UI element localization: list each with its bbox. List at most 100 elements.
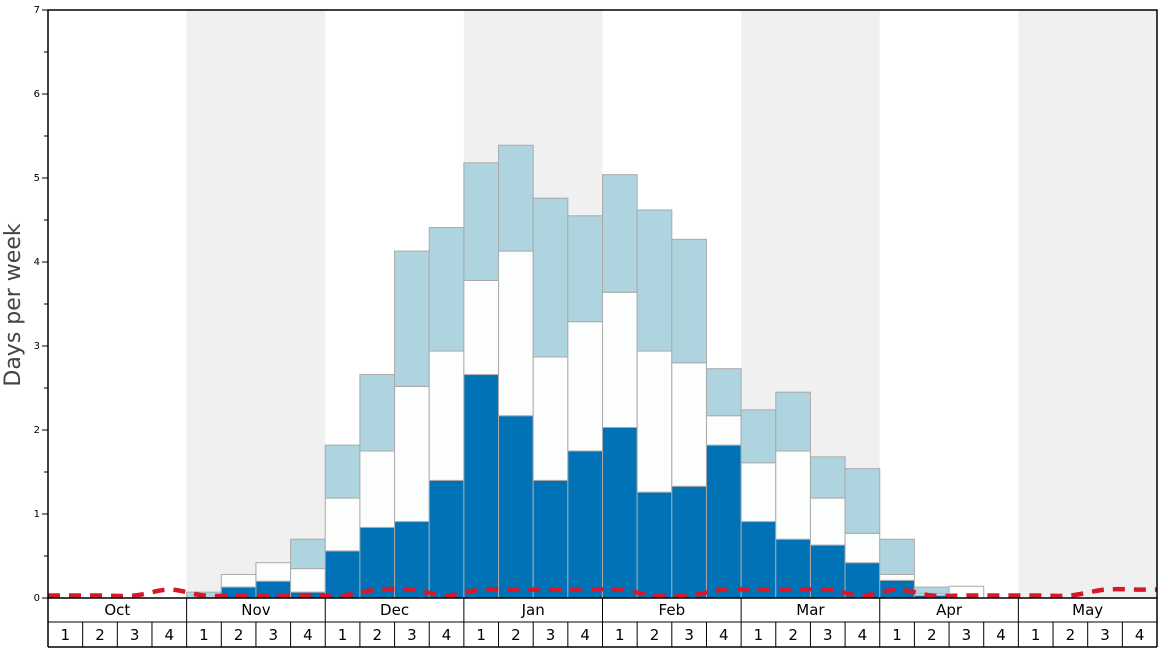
month-label-feb: Feb — [659, 601, 686, 619]
week-label: 3 — [268, 626, 278, 644]
bar-segment-s2-w11 — [394, 385, 430, 523]
bar-segment-s3-w26 — [913, 586, 950, 595]
y-tick-label: 5 — [34, 173, 40, 184]
dashed-line — [47, 586, 1157, 599]
week-label: 2 — [1066, 626, 1076, 644]
week-label: 2 — [234, 626, 244, 644]
week-label: 4 — [303, 626, 313, 644]
bar-segment-s2-w12 — [428, 350, 465, 481]
week-label: 2 — [95, 626, 105, 644]
bar-segment-s3-w20 — [705, 368, 742, 417]
week-label: 1 — [61, 626, 71, 644]
week-label: 3 — [1100, 626, 1110, 644]
y-axis-label: Days per week — [1, 223, 26, 386]
bar-segment-s2-w10 — [359, 450, 396, 528]
bar-segment-s2-w18 — [636, 350, 673, 493]
month-label-may: May — [1072, 601, 1103, 619]
bar-segment-s3-w10 — [359, 374, 396, 452]
bar-segment-s3-w13 — [463, 162, 500, 281]
week-label: 3 — [823, 626, 833, 644]
week-label: 2 — [511, 626, 521, 644]
week-label: 4 — [165, 626, 175, 644]
bar-segment-s2-w9 — [324, 497, 361, 552]
bar-segment-s1-w20 — [705, 444, 742, 599]
week-label: 1 — [892, 626, 902, 644]
bar-segment-s2-w16 — [567, 321, 603, 452]
week-label: 2 — [788, 626, 798, 644]
bar-segment-s2-w17 — [602, 291, 638, 428]
week-label: 1 — [615, 626, 625, 644]
bar-segment-s3-w23 — [809, 456, 846, 499]
month-label-jan: Jan — [521, 601, 545, 619]
y-tick-label: 0 — [34, 593, 40, 604]
month-label-dec: Dec — [380, 601, 409, 619]
bar-segment-s1-w21 — [740, 521, 777, 599]
month-label-oct: Oct — [104, 601, 130, 619]
week-label: 4 — [996, 626, 1006, 644]
bar-segment-s2-w21 — [740, 462, 777, 523]
bar-segment-s1-w13 — [463, 374, 500, 599]
month-band-nov — [186, 10, 326, 598]
bar-segment-s2-w7 — [255, 562, 292, 582]
bar-segment-s2-w25 — [879, 573, 915, 581]
bar-segment-s3-w17 — [602, 174, 638, 293]
bar-segment-s1-w14 — [498, 415, 534, 599]
bar-segment-s2-w23 — [809, 497, 846, 546]
bar-segment-s2-w8 — [290, 568, 326, 593]
bar-segment-s2-w24 — [844, 532, 881, 564]
bar-segment-s1-w16 — [567, 450, 603, 599]
x-axis-month-week-table: Oct 1 2 3 4 Nov 1 2 3 4 Dec 1 2 3 4 Jan 1 2 3 4 Feb 1 2 3 4 Mar 1 2… — [47, 598, 1158, 648]
bar-segment-s3-w16 — [567, 215, 603, 323]
bar-segment-s3-w8 — [290, 538, 326, 570]
bar-segment-s3-w12 — [428, 227, 465, 352]
y-tick-label: 4 — [34, 257, 40, 268]
y-tick-label: 6 — [34, 89, 40, 100]
y-tick-label: 7 — [34, 5, 40, 16]
bar-segment-s3-w21 — [740, 409, 777, 464]
week-label: 2 — [927, 626, 937, 644]
y-tick-label: 2 — [34, 425, 40, 436]
week-label: 4 — [1135, 626, 1145, 644]
month-label-nov: Nov — [241, 601, 270, 619]
week-label: 3 — [546, 626, 556, 644]
bar-segment-s2-w22 — [775, 450, 811, 540]
bar-segment-s3-w9 — [324, 444, 361, 499]
month-label-mar: Mar — [796, 601, 825, 619]
bar-segment-s1-w17 — [602, 426, 638, 599]
bar-segment-s2-w14 — [498, 250, 534, 417]
week-label: 1 — [476, 626, 486, 644]
bar-segment-s2-w15 — [532, 356, 569, 481]
bar-segment-s3-w25 — [879, 538, 915, 575]
week-label: 4 — [858, 626, 868, 644]
bar-segment-s3-w14 — [498, 144, 534, 252]
month-band-may — [1018, 10, 1157, 598]
bar-segment-s1-w19 — [671, 485, 707, 599]
week-label: 1 — [754, 626, 764, 644]
week-label: 1 — [199, 626, 209, 644]
week-label: 1 — [1031, 626, 1041, 644]
week-label: 3 — [407, 626, 417, 644]
bar-segment-s1-w12 — [428, 479, 465, 599]
dashed-line-series — [47, 586, 1157, 599]
bar-segment-s3-w22 — [775, 391, 811, 452]
bar-segment-s2-w13 — [463, 279, 500, 376]
bar-segment-s3-w19 — [671, 238, 707, 364]
week-label: 4 — [442, 626, 452, 644]
week-label: 4 — [580, 626, 590, 644]
week-label: 2 — [372, 626, 382, 644]
bar-segment-s1-w15 — [532, 479, 569, 599]
bar-segment-s3-w11 — [394, 250, 430, 387]
bar-stacks — [186, 144, 985, 599]
week-label: 2 — [650, 626, 660, 644]
week-label: 3 — [130, 626, 140, 644]
bar-segment-s2-w6 — [220, 573, 257, 588]
week-label: 4 — [719, 626, 729, 644]
month-label-apr: Apr — [936, 601, 963, 619]
bar-segment-s3-w15 — [532, 197, 569, 358]
bar-segment-s1-w11 — [394, 521, 430, 599]
y-tick-label: 1 — [34, 509, 40, 520]
bar-segment-s3-w18 — [636, 209, 673, 352]
week-label: 1 — [338, 626, 348, 644]
week-label: 3 — [962, 626, 972, 644]
